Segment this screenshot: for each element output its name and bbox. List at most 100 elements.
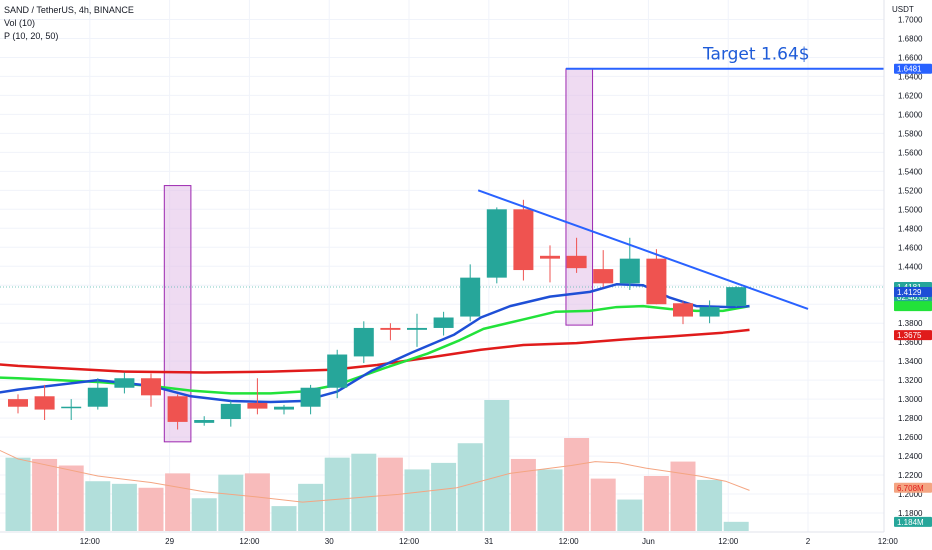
candle-body[interactable] [593,269,614,284]
volume-bar [590,478,616,531]
candle[interactable] [486,207,507,284]
candle-body[interactable] [513,209,534,271]
time-tick-label: Jun [642,537,655,546]
candle[interactable] [726,286,747,308]
candle-body[interactable] [141,378,161,396]
ma-mid-line[interactable] [0,304,750,395]
candle[interactable] [220,401,241,427]
ma-slow-line[interactable] [0,328,750,374]
candle-body[interactable] [194,420,215,423]
volume-bar [431,462,457,531]
time-tick-label: 29 [165,537,174,546]
candle[interactable] [141,373,161,407]
volume-bar [537,469,563,531]
plot-area[interactable]: Target 1.64$ [0,0,888,532]
time-axis[interactable]: 12:00 29 12:00 30 12:00 31 12:00 Jun 12:00 2 12:00 [0,531,899,550]
candle-body[interactable] [726,287,747,307]
candle[interactable] [247,378,268,415]
volume-bar [32,458,58,531]
volume-bar [510,458,536,531]
candle[interactable] [87,378,108,410]
candle-body[interactable] [247,402,268,409]
candle[interactable] [673,301,693,325]
time-axis-bg [0,532,884,550]
candle-body[interactable] [619,258,640,284]
price-tick-label: 1.6200 [898,91,923,100]
resistance-trendline[interactable] [477,189,809,310]
candle[interactable] [353,321,374,364]
price-tick-label: 1.3400 [898,357,923,366]
price-tick-label: 1.6600 [898,53,923,62]
candles[interactable] [8,199,747,430]
candle-body[interactable] [407,327,427,330]
candle-body[interactable] [327,354,348,388]
candle-body[interactable] [646,258,667,305]
volume-bar [404,469,430,531]
price-tick-label: 1.3000 [898,395,923,404]
candle-body[interactable] [353,327,374,357]
price-tick-label: 1.6000 [898,110,923,119]
ma-indicator-label[interactable]: P (10, 20, 50) [4,31,59,41]
candle[interactable] [619,237,640,290]
candle-body[interactable] [34,396,55,410]
symbol-label[interactable]: SAND / TetherUS, 4h, BINANCE [4,5,134,15]
price-tick-label: 1.2000 [898,490,923,499]
candle[interactable] [699,300,720,324]
candle-body[interactable] [380,327,401,330]
candle[interactable] [460,264,481,322]
candle-body[interactable] [220,403,241,420]
candle-body[interactable] [61,406,82,409]
candle-body[interactable] [114,378,135,388]
price-tag-label: 1.3675 [897,331,922,340]
price-tick-label: 1.5600 [898,148,923,157]
candle-body[interactable] [460,277,481,317]
time-tick-label: 12:00 [718,537,739,546]
candle-body[interactable] [300,387,321,407]
candle-body[interactable] [274,406,294,410]
volume-bar [111,483,137,531]
candle[interactable] [433,311,454,336]
price-tick-label: 1.1800 [898,509,923,518]
candle-body[interactable] [566,255,587,269]
candle[interactable] [407,313,427,347]
volume-indicator-label[interactable]: Vol (10) [4,18,36,28]
candle[interactable] [274,404,294,415]
candle[interactable] [327,349,348,399]
candle[interactable] [34,384,55,421]
price-tick-label: 1.5200 [898,186,923,195]
candle[interactable] [194,416,215,426]
candle-body[interactable] [540,255,560,259]
volume-bar [723,521,749,531]
price-tick-label: 1.4600 [898,243,923,252]
candle[interactable] [646,249,667,305]
candle-body[interactable] [673,303,693,317]
candle[interactable] [8,394,28,414]
candle-body[interactable] [699,307,720,317]
candle[interactable] [300,384,321,415]
volume-bars [5,400,749,531]
candle-body[interactable] [486,209,507,278]
candle[interactable] [114,372,135,394]
price-tag: 1.6481 [894,63,932,74]
price-tick-label: 1.6400 [898,72,923,81]
candle[interactable] [61,399,82,421]
candle[interactable] [593,250,614,288]
candle[interactable] [167,394,188,430]
candle-body[interactable] [87,387,108,407]
candle-body[interactable] [433,317,454,328]
volume-bar [617,499,643,531]
price-tick-label: 1.2400 [898,452,923,461]
price-tick-label: 1.7000 [898,15,923,24]
candle-body[interactable] [8,399,28,407]
candle-body[interactable] [167,396,188,422]
candle[interactable] [540,245,560,283]
volume-bar [165,473,191,531]
candle[interactable] [380,323,401,341]
candle[interactable] [513,199,534,281]
candle[interactable] [566,237,587,273]
time-tick-label: 12:00 [878,537,899,546]
ma-fast-line[interactable] [0,283,750,406]
price-tag: 1.4129 [894,286,932,297]
